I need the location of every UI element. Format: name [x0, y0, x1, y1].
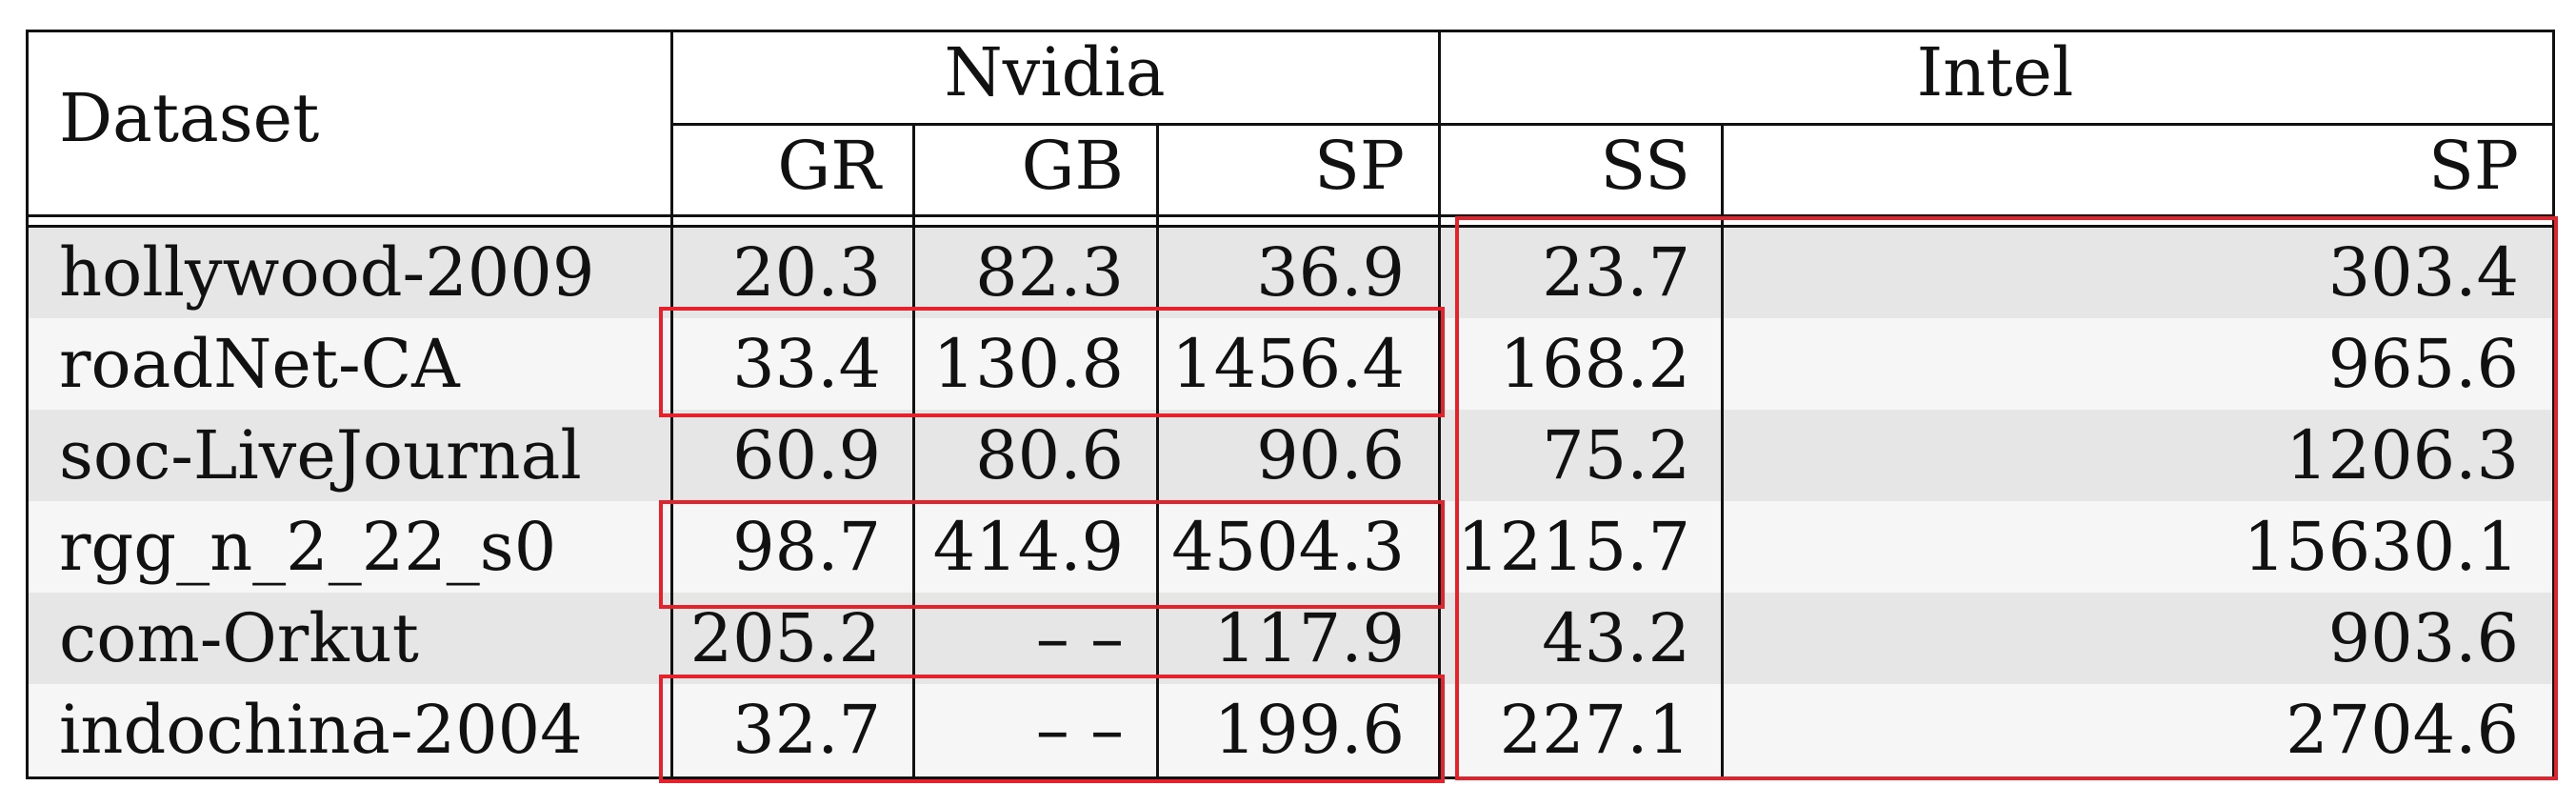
- table-cell: 23.7: [1542, 233, 1690, 312]
- table-cell: 903.6: [2327, 599, 2519, 677]
- column-header-intel-sp: SP: [2427, 127, 2519, 205]
- column-header-nvidia-gr: GR: [777, 127, 881, 205]
- row-stripe-1: [28, 227, 2552, 318]
- dataset-name: roadNet-CA: [59, 325, 460, 403]
- table-bottom-border: [26, 776, 2554, 779]
- table-cell: 1215.7: [1457, 508, 1690, 586]
- group-header-intel: Intel: [1916, 33, 2074, 111]
- table-cell: 15630.1: [2243, 508, 2519, 586]
- table-cell: 227.1: [1499, 691, 1690, 769]
- table-cell: 32.7: [732, 691, 881, 769]
- table-cell: 43.2: [1542, 599, 1690, 677]
- table-cell: – –: [1035, 691, 1124, 769]
- table-cell: 80.6: [975, 416, 1124, 494]
- table-top-border: [26, 30, 2554, 32]
- dataset-header: Dataset: [59, 79, 320, 157]
- dataset-name: indochina-2004: [59, 691, 583, 769]
- dataset-name: com-Orkut: [59, 599, 419, 677]
- table-cell: 117.9: [1213, 599, 1405, 677]
- body-top-border: [26, 225, 2554, 228]
- table-cell: 90.6: [1256, 416, 1405, 494]
- table-cell: 205.2: [689, 599, 881, 677]
- column-header-nvidia-sp: SP: [1313, 127, 1405, 205]
- nvidia-gb-divider: [1156, 123, 1159, 779]
- dataset-name: rgg_n_2_22_s0: [59, 508, 557, 586]
- group-header-nvidia: Nvidia: [944, 33, 1166, 111]
- table-cell: 4504.3: [1171, 508, 1405, 586]
- row-stripe-3: [28, 410, 2552, 501]
- table-cell: 33.4: [732, 325, 881, 403]
- dataset-column-divider: [670, 30, 673, 779]
- dataset-name: soc-LiveJournal: [59, 416, 582, 494]
- row-stripe-2: [28, 318, 2552, 410]
- table-cell: 1456.4: [1171, 325, 1405, 403]
- intel-ss-divider: [1721, 123, 1724, 779]
- vendor-group-divider: [1438, 30, 1441, 779]
- row-stripe-4: [28, 501, 2552, 593]
- table-cell: 60.9: [732, 416, 881, 494]
- table-cell: 36.9: [1256, 233, 1405, 312]
- table-cell: 199.6: [1213, 691, 1405, 769]
- dataset-name: hollywood-2009: [59, 233, 595, 312]
- column-header-nvidia-gb: GB: [1021, 127, 1124, 205]
- nvidia-gr-divider: [912, 123, 915, 779]
- header-bottom-border: [26, 214, 2554, 217]
- table-cell: 414.9: [932, 508, 1124, 586]
- column-header-intel-ss: SS: [1600, 127, 1690, 205]
- table-cell: 130.8: [932, 325, 1124, 403]
- table-cell: 98.7: [732, 508, 881, 586]
- table-left-border: [26, 30, 29, 779]
- table-cell: 303.4: [2327, 233, 2519, 312]
- table-cell: – –: [1035, 599, 1124, 677]
- group-header-divider: [670, 123, 2554, 126]
- table-cell: 20.3: [732, 233, 881, 312]
- table-cell: 965.6: [2327, 325, 2519, 403]
- row-stripe-6: [28, 684, 2552, 776]
- table-cell: 2704.6: [2286, 691, 2519, 769]
- table-cell: 1206.3: [2286, 416, 2519, 494]
- table-right-border: [2552, 30, 2555, 779]
- table-cell: 82.3: [975, 233, 1124, 312]
- table-cell: 168.2: [1499, 325, 1690, 403]
- table-cell: 75.2: [1542, 416, 1690, 494]
